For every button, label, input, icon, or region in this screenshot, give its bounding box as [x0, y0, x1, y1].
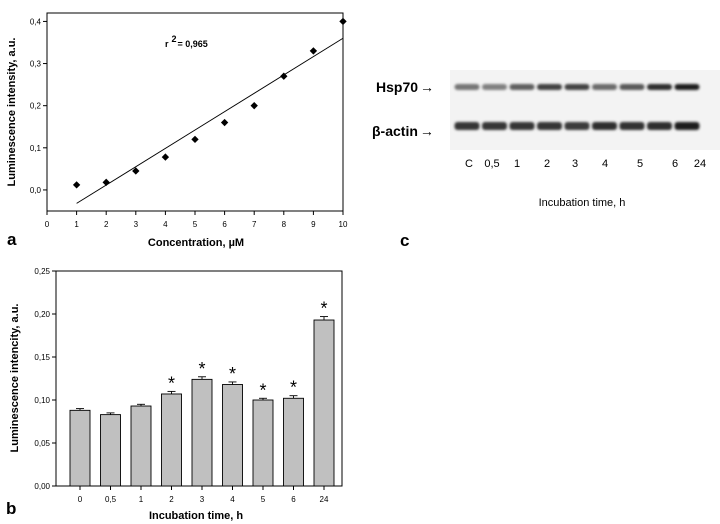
beta-actin-band [647, 122, 672, 130]
panel-b-bar [130, 405, 152, 487]
panel-b-y-tick-label: 0,20 [34, 310, 50, 319]
hsp70-band [647, 84, 672, 90]
beta-actin-band [674, 122, 700, 130]
panel-b-x-tick-label: 4 [230, 495, 235, 504]
blot-lane-label: 6 [672, 158, 678, 170]
beta-actin-band [537, 122, 562, 130]
panel-b-x-tick-label: 0 [78, 495, 83, 504]
beta-actin-band [564, 122, 590, 130]
hsp70-band [509, 84, 535, 90]
panel-c-x-axis-title: Incubation time, h [539, 197, 626, 209]
panel-b-bar [69, 409, 91, 487]
panel-b-significance-star: * [198, 359, 205, 379]
panel-a-r2-label: r 2= 0,965 [165, 34, 208, 49]
panel-a-x-tick-label: 1 [74, 220, 79, 229]
panel-a-y-tick-label: 0,1 [30, 144, 42, 153]
panel-a-y-axis-title: Luminescence intensity, a.u. [6, 38, 18, 187]
panel-b-significance-star: * [259, 380, 266, 400]
panel-a-x-tick-label: 2 [104, 220, 109, 229]
panel-c-western-blot: Hsp70 → β-actin → C 0,5 1 2 3 4 5 6 24 Incubation … [372, 70, 720, 250]
hsp70-band [674, 84, 700, 90]
panel-b-bar [100, 414, 121, 487]
panel-b-significance-star: * [229, 364, 236, 384]
panel-a-y-tick-label: 0,4 [30, 17, 42, 26]
panel-a-data-point [132, 167, 140, 175]
panel-b-bar-chart: 0,00 0,05 0,10 0,15 0,20 0,25 * * * * * * 0 0,5 1 2 3 4… [6, 267, 343, 522]
panel-b-significance-star: * [290, 378, 297, 398]
blot-row-label-hsp70: Hsp70 → [376, 79, 434, 95]
blot-lane-label: 4 [602, 158, 608, 170]
panel-a-x-tick-label: 9 [311, 220, 316, 229]
panel-a-scatter-chart: 0,0 0,1 0,2 0,3 0,4 0 1 2 3 4 5 6 7 8 9 10 r 2= 0,965 L… [6, 12, 348, 249]
panel-b-x-tick-label: 3 [200, 495, 205, 504]
blot-lane-label: 2 [544, 158, 550, 170]
panel-a-fit-line [76, 37, 344, 204]
panel-b-bar [161, 393, 182, 487]
beta-actin-band [509, 122, 535, 130]
panel-b-significance-star: * [320, 299, 327, 319]
panel-a-x-tick-label: 5 [193, 220, 198, 229]
panel-a-x-tick-label: 7 [252, 220, 257, 229]
hsp70-band [454, 84, 480, 90]
panel-a-data-point [250, 102, 258, 110]
hsp70-band [537, 84, 562, 90]
panel-b-y-tick-label: 0,00 [34, 482, 50, 491]
panel-a-data-point [72, 181, 81, 189]
hsp70-band [482, 84, 507, 90]
panel-a-data-point [339, 17, 347, 26]
panel-b-y-axis-title: Luminescence intencity, a.u. [9, 304, 21, 453]
blot-lane-label: 24 [694, 158, 706, 170]
panel-a-x-tick-label: 4 [163, 220, 168, 229]
panel-a-y-tick-label: 0,0 [30, 186, 42, 195]
panel-a-data-point [161, 153, 170, 161]
panel-a-x-tick-label: 8 [282, 220, 287, 229]
blot-lane-label: 3 [572, 158, 578, 170]
blot-lane-label: 1 [514, 158, 520, 170]
panel-b-bar [283, 397, 304, 487]
beta-actin-band [619, 122, 645, 130]
blot-lane-label: C [465, 158, 473, 170]
hsp70-band [619, 84, 645, 90]
panel-b-significance-star: * [168, 373, 175, 393]
panel-a-data-point [309, 47, 318, 55]
panel-a-data-point [191, 135, 199, 144]
panel-b-bar [191, 378, 213, 487]
panel-b-bar [313, 319, 335, 487]
panel-b-x-tick-label: 1 [139, 495, 144, 504]
beta-actin-band [454, 122, 480, 130]
panel-b-x-tick-label: 0,5 [105, 495, 117, 504]
beta-actin-band [482, 122, 507, 130]
blot-membrane [450, 70, 720, 150]
panel-a-x-tick-label: 0 [45, 220, 50, 229]
blot-lane-label: 0,5 [484, 158, 499, 170]
panel-b-bar [252, 399, 274, 487]
panel-a-data-point [220, 118, 229, 127]
panel-a-y-tick-label: 0,2 [30, 102, 42, 111]
panel-b-letter: b [6, 499, 16, 518]
panel-b-bar [222, 384, 243, 487]
panel-c-letter: c [400, 231, 409, 250]
panel-b-x-tick-label: 5 [261, 495, 266, 504]
panel-b-x-axis-title: Incubation time, h [149, 510, 243, 522]
panel-b-y-tick-label: 0,10 [34, 396, 50, 405]
hsp70-band [564, 84, 590, 90]
panel-b-x-tick-label: 6 [291, 495, 296, 504]
beta-actin-band [592, 122, 617, 130]
blot-row-label-beta-actin: β-actin → [372, 123, 434, 139]
panel-b-y-tick-label: 0,05 [34, 439, 50, 448]
panel-b-y-tick-label: 0,15 [34, 353, 50, 362]
panel-a-x-axis-title: Concentration, µM [148, 237, 244, 249]
panel-a-x-tick-label: 6 [222, 220, 227, 229]
panel-a-x-tick-label: 10 [339, 220, 348, 229]
panel-b-y-tick-label: 0,25 [34, 267, 50, 276]
hsp70-band [592, 84, 617, 90]
panel-b-x-tick-label: 24 [320, 495, 329, 504]
blot-lane-label: 5 [637, 158, 643, 170]
panel-a-letter: a [7, 230, 17, 249]
panel-b-x-tick-label: 2 [169, 495, 174, 504]
panel-a-y-tick-label: 0,3 [30, 60, 42, 69]
panel-a-x-tick-label: 3 [134, 220, 139, 229]
